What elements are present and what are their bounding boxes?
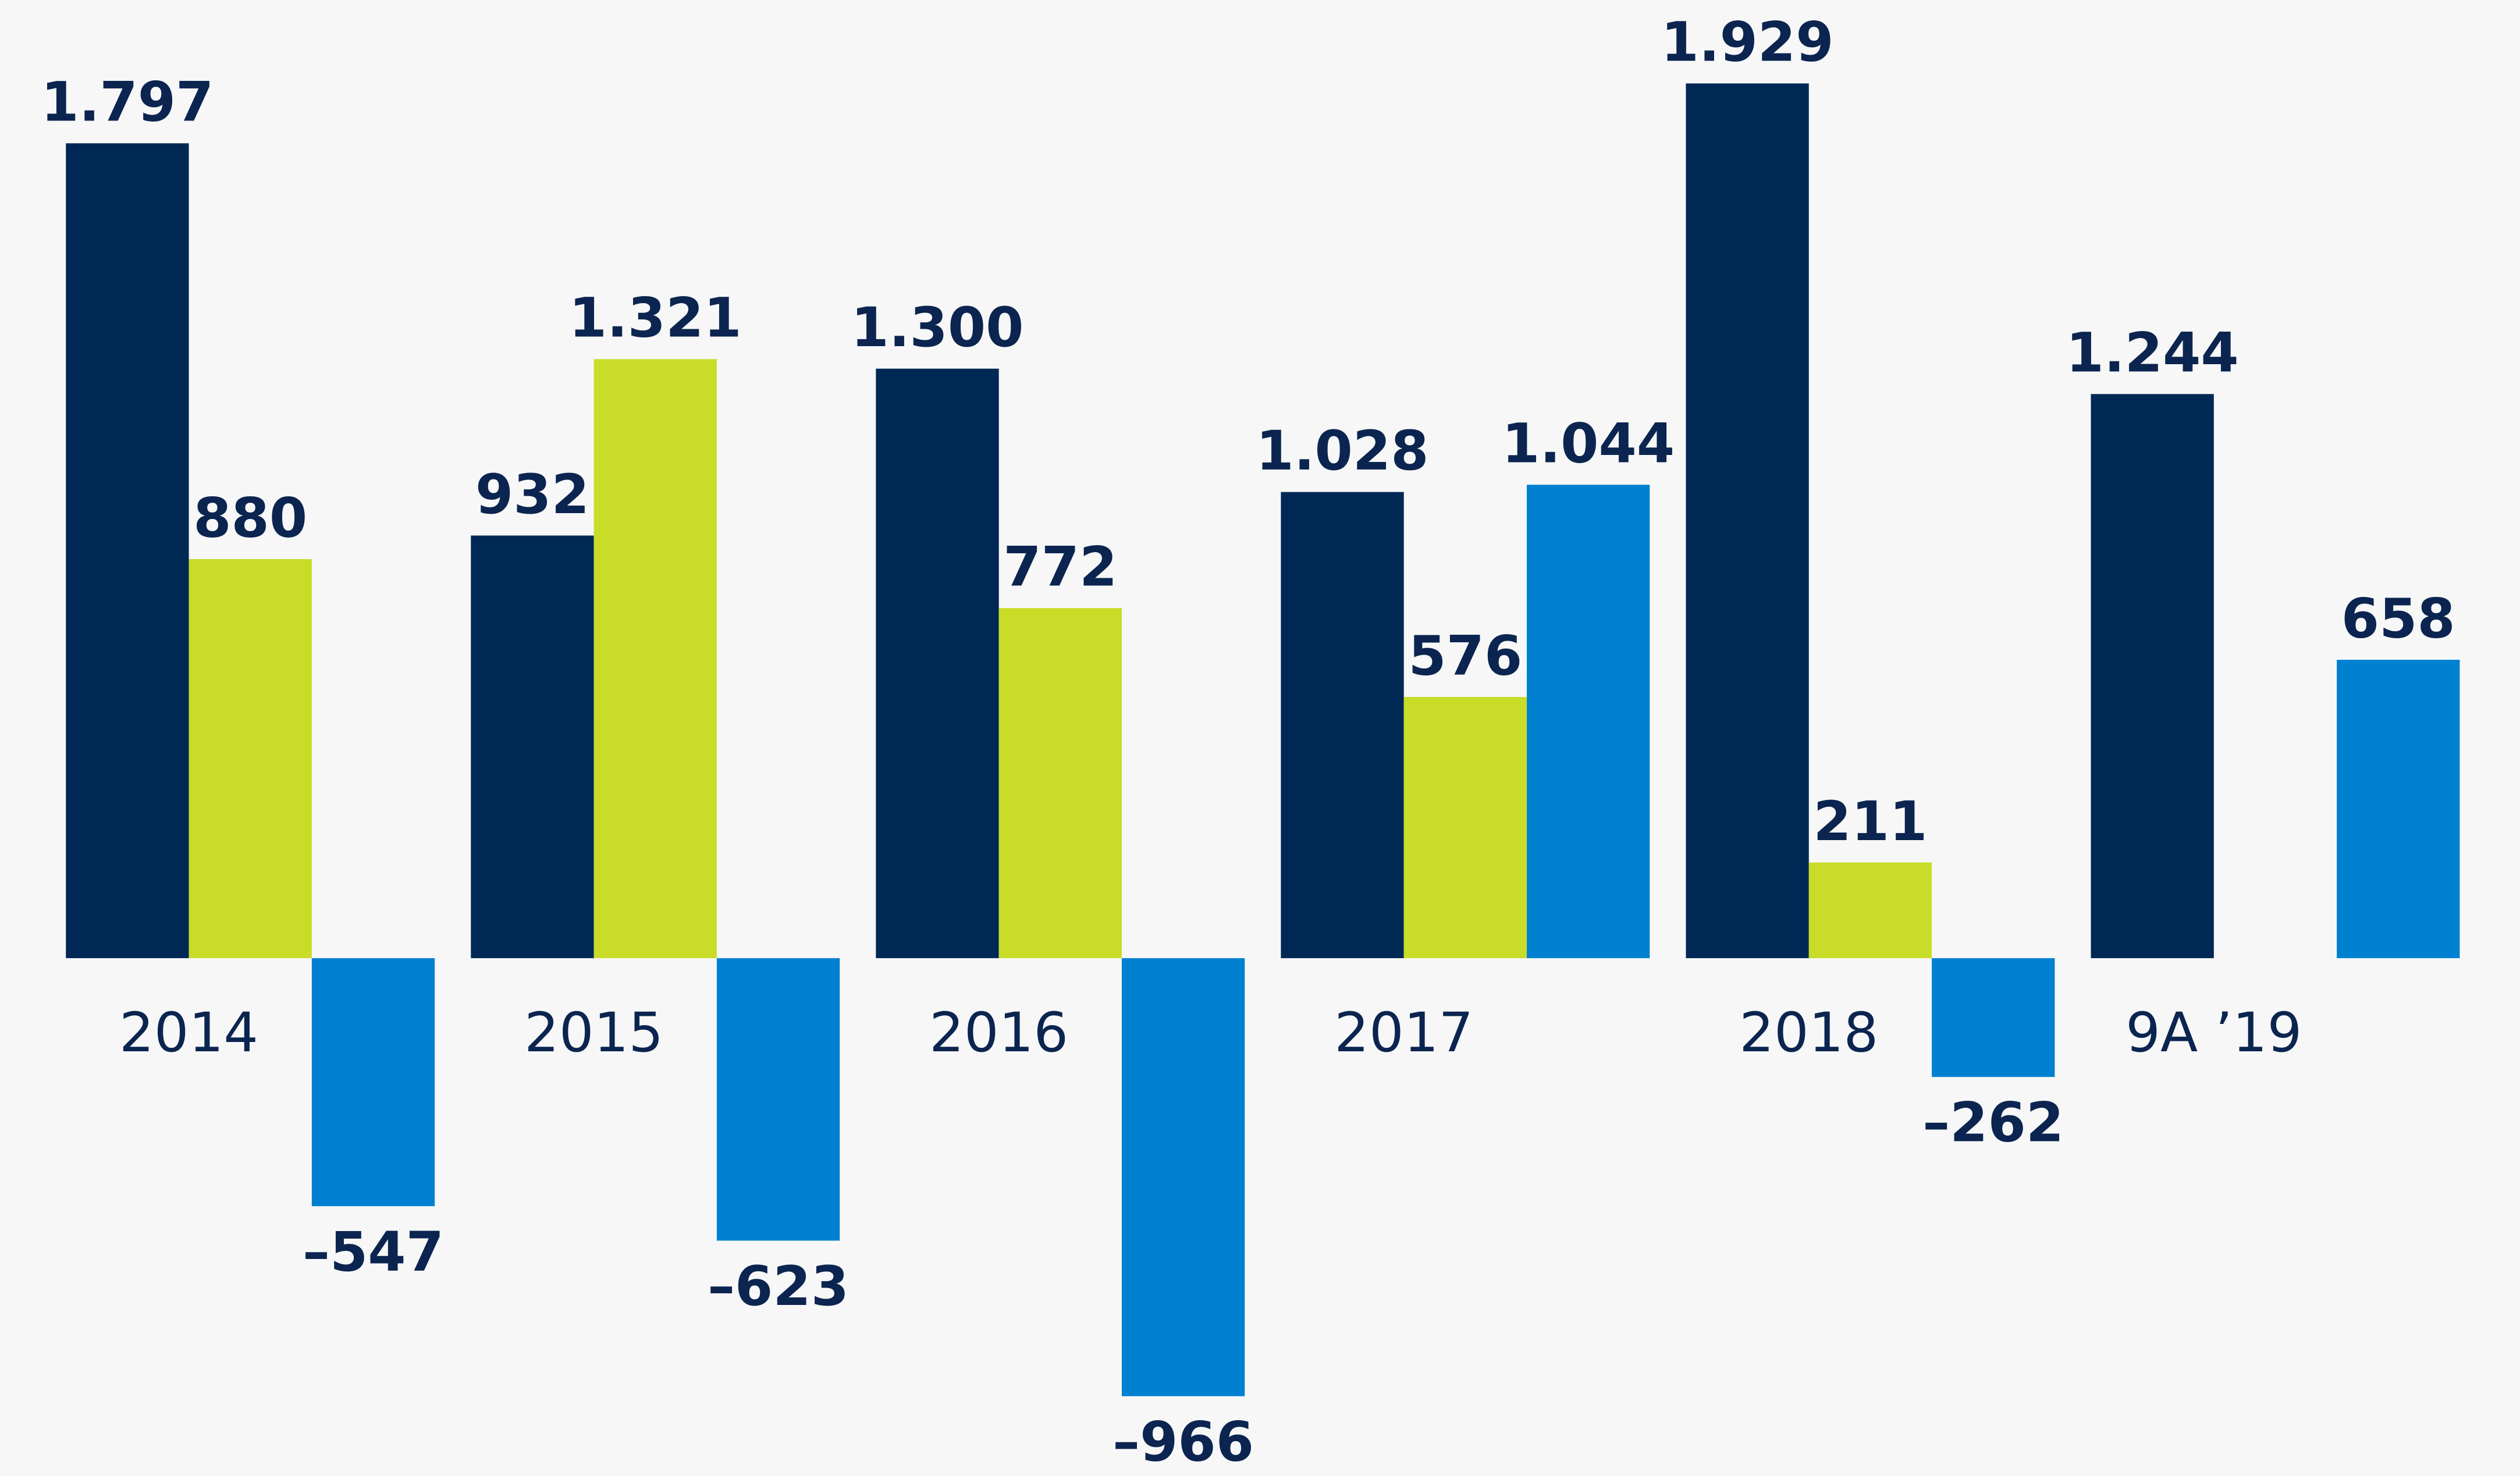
bar — [1121, 958, 1245, 1396]
bar — [1403, 696, 1527, 958]
bar — [66, 143, 189, 958]
bar — [189, 559, 312, 958]
bar — [716, 958, 840, 1241]
value-label: 772 — [1003, 535, 1117, 599]
value-label: 1.244 — [2066, 322, 2239, 385]
value-label: –623 — [708, 1255, 849, 1318]
value-label: 880 — [193, 486, 307, 550]
bar — [1527, 485, 1650, 958]
bar — [1932, 958, 2055, 1077]
x-tick-label: 2016 — [929, 1001, 1068, 1065]
value-label: 211 — [1813, 790, 1927, 853]
x-tick-label: 2018 — [1739, 1001, 1878, 1065]
value-label: 1.028 — [1256, 419, 1429, 483]
value-label: 1.044 — [1502, 412, 1675, 475]
bar — [876, 368, 999, 958]
value-label: –547 — [303, 1221, 444, 1284]
bar — [2091, 394, 2214, 958]
bar — [2337, 660, 2460, 958]
x-tick-label: 9A ’19 — [2126, 1001, 2302, 1065]
value-label: 1.321 — [569, 287, 742, 350]
x-tick-label: 2015 — [524, 1001, 663, 1065]
value-label: –262 — [1922, 1091, 2064, 1155]
bar — [1686, 83, 1809, 958]
value-label: 1.300 — [851, 296, 1023, 360]
value-label: 932 — [475, 463, 589, 527]
x-tick-label: 2017 — [1334, 1001, 1473, 1065]
x-tick-label: 2014 — [119, 1001, 258, 1065]
value-label: 1.797 — [41, 71, 214, 134]
bar — [593, 359, 717, 958]
value-label: 576 — [1408, 624, 1522, 688]
bar — [998, 608, 1122, 958]
bar — [1808, 862, 1932, 958]
value-label: 1.929 — [1661, 11, 1834, 74]
bar — [311, 958, 435, 1207]
value-label: –966 — [1113, 1410, 1254, 1474]
bar — [1281, 492, 1404, 958]
value-label: 658 — [2341, 587, 2455, 650]
bar — [471, 535, 594, 958]
